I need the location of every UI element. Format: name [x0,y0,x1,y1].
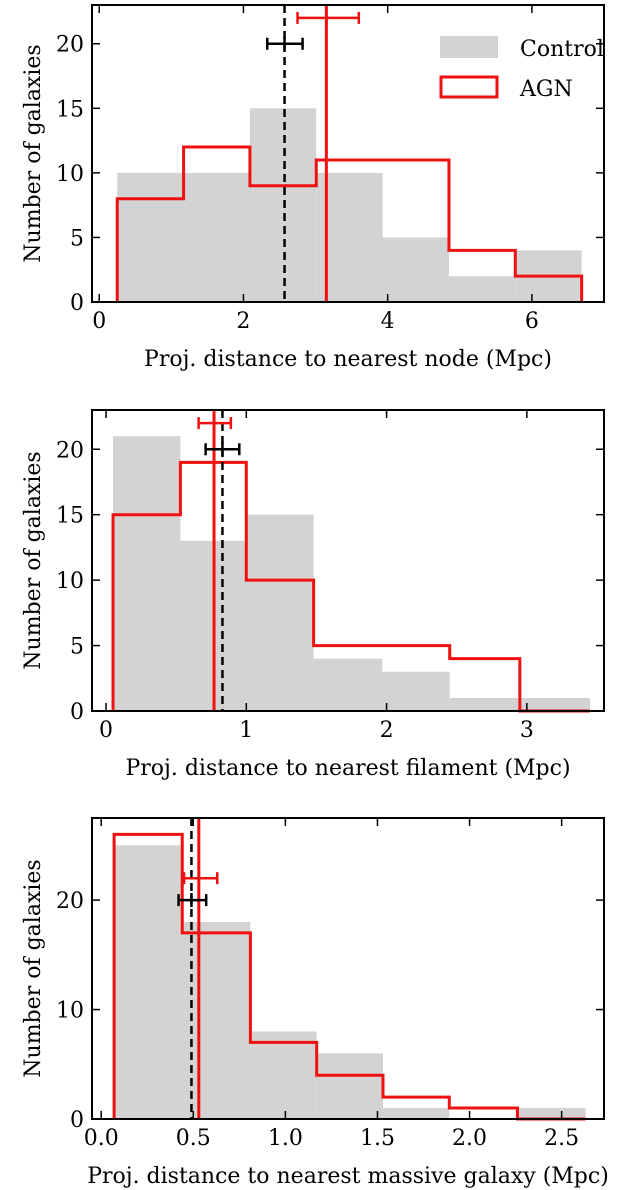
y-tick-label: 10 [56,162,84,187]
control-bar [382,237,449,302]
y-tick-label: 5 [70,635,84,660]
y-tick-label: 15 [56,504,84,529]
x-tick-label: 1.5 [360,1126,395,1151]
agn-step-line [115,145,584,302]
x-tick-label: 0 [92,309,106,334]
y-tick-label: 10 [56,569,84,594]
control-bar [449,697,520,711]
y-tick-label: 0 [70,1108,84,1133]
x-axis-label: Proj. distance to nearest node (Mpc) [144,347,552,372]
x-tick-label: 0.5 [176,1126,211,1151]
legend-control-label: Control [520,37,604,62]
y-tick-label: 20 [56,889,84,914]
x-tick-label: 4 [381,309,395,334]
y-tick-label: 10 [56,999,84,1024]
y-axis-label: Number of galaxies [21,451,46,669]
x-tick-label: 2 [236,309,250,334]
y-tick-label: 5 [70,226,84,251]
control-median-errorbar [265,36,304,51]
control-bar [313,658,383,711]
y-tick-label: 20 [56,438,84,463]
control-bar [382,671,450,711]
agn-step-line [111,460,590,713]
x-tick-label: 1.0 [268,1126,303,1151]
panel-nearest-massive-galaxy: 0.0 0.5 1.0 1.5 2.0 2.5 0 10 20 Proj. distance to… [21,817,609,1189]
y-tick-label: 0 [70,700,84,725]
control-bar [113,436,181,711]
control-bar [316,1053,383,1119]
x-tick-label: 1 [239,718,253,743]
control-bar [183,172,250,302]
legend-agn-label: AGN [519,77,573,102]
control-bar [249,108,317,302]
y-tick-label: 0 [70,291,84,316]
x-tick-label: 0.0 [84,1126,119,1151]
control-bar [250,1031,317,1119]
x-tick-label: 0 [99,718,113,743]
panel-nearest-filament: 0 1 2 3 0 5 10 15 20 Proj. distance to nearest fi… [21,409,605,781]
x-tick-label: 2 [380,718,394,743]
control-bar [519,697,590,711]
x-tick-label: 6 [525,309,539,334]
axes-frame [91,409,605,712]
control-bar [517,1108,586,1119]
control-bar [382,1108,450,1119]
x-tick-label: 2.0 [452,1126,487,1151]
legend-agn-swatch [439,75,499,99]
y-axis-label: Number of galaxies [21,44,46,262]
agn-median-errorbar [197,416,233,431]
control-bar [117,172,184,302]
legend: Control AGN [439,36,604,102]
legend-control-swatch [440,36,498,58]
control-bar [182,921,251,1119]
control-bar [114,845,183,1119]
x-axis-label: Proj. distance to nearest filament (Mpc) [125,756,570,781]
axes-frame [91,4,605,303]
control-bar [246,514,314,711]
x-tick-label: 3 [520,718,534,743]
agn-median-errorbar [296,10,361,25]
y-tick-label: 15 [56,97,84,122]
x-tick-label: 2.5 [544,1126,579,1151]
control-bar [448,276,516,302]
agn-median-errorbar [182,871,219,886]
control-median-errorbar [204,442,241,457]
y-axis-label: Number of galaxies [21,859,46,1077]
control-median-errorbar [177,893,208,908]
axes-frame [91,817,605,1120]
x-axis-label: Proj. distance to nearest massive galaxy… [87,1164,609,1189]
y-tick-label: 20 [56,33,84,58]
agn-step-line [112,832,586,1121]
panel-nearest-node: 0 2 4 6 0 5 10 15 20 Proj. distance to nearest no… [21,4,605,372]
